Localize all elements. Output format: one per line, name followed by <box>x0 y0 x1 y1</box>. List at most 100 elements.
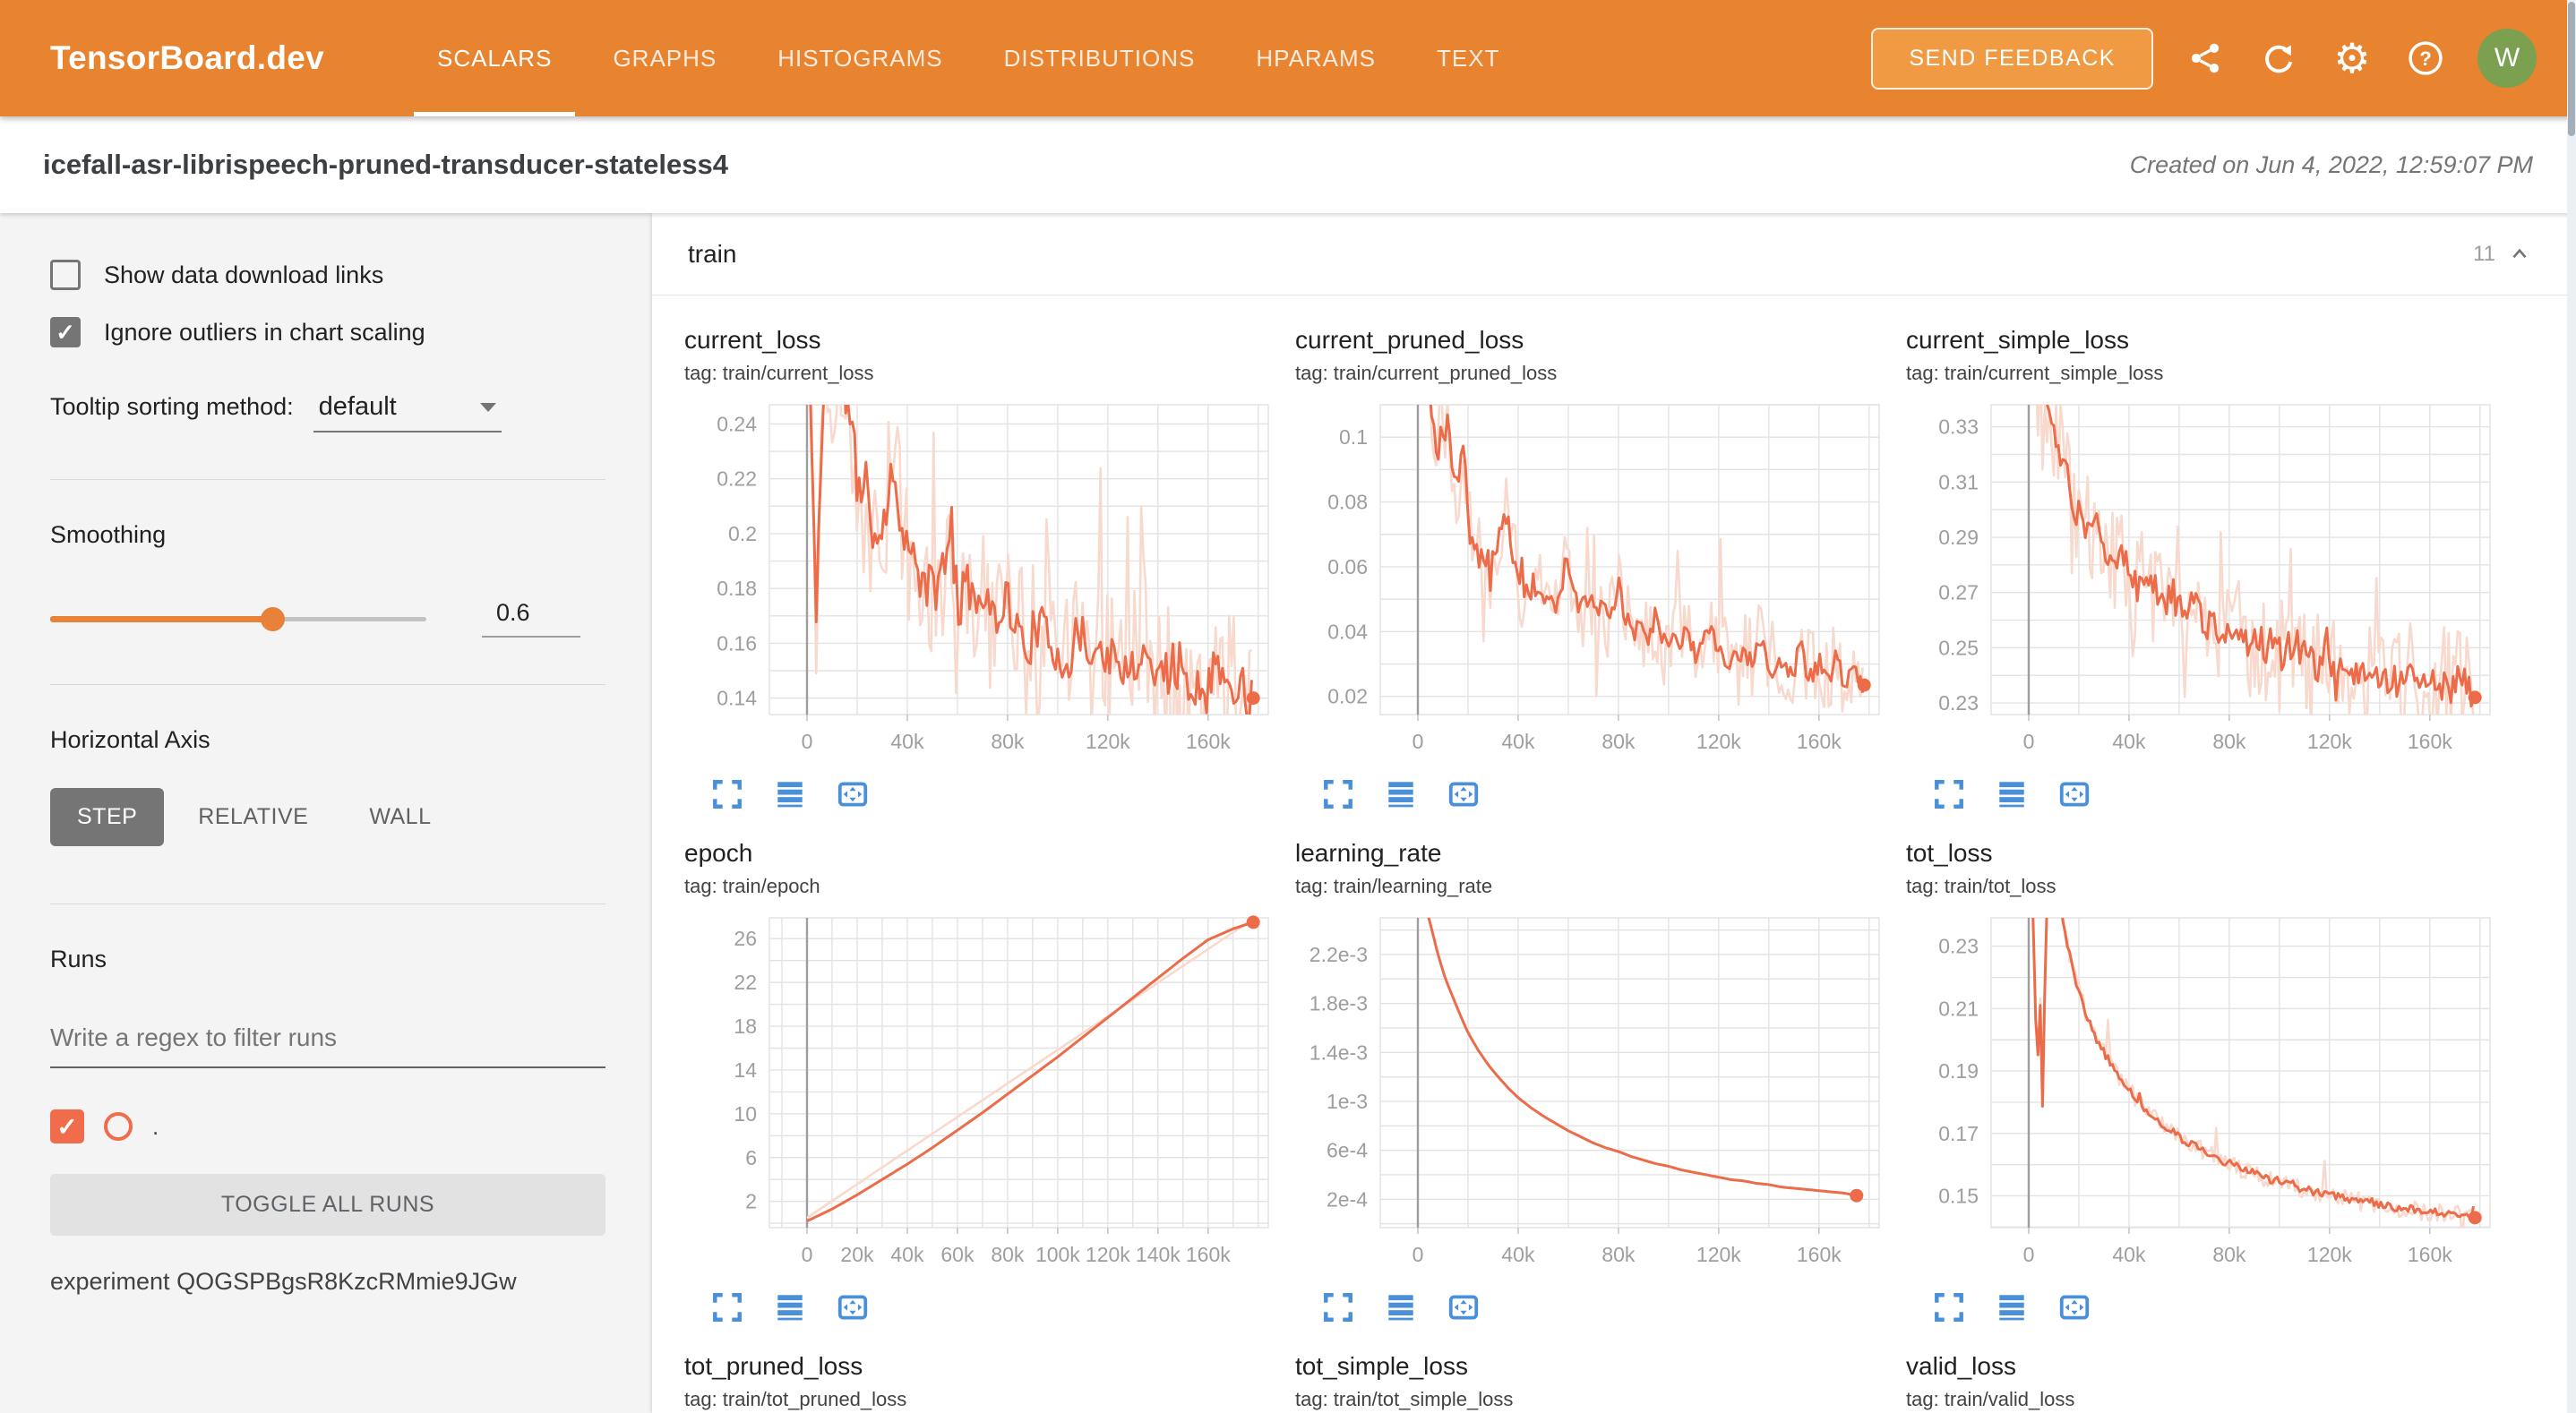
axis-labels: 0 20k 40k 60k 80k 100k 120k 140k 160k 26 22 18 14 10 6… <box>734 927 1231 1266</box>
run-checkbox[interactable]: ✓ <box>50 1109 84 1143</box>
train-section-header[interactable]: train 11 <box>652 213 2567 295</box>
smoothing-slider[interactable] <box>50 606 426 631</box>
svg-text:120k: 120k <box>1696 730 1741 753</box>
tab-distributions[interactable]: DISTRIBUTIONS <box>1003 44 1196 72</box>
svg-text:120k: 120k <box>2307 1243 2352 1266</box>
chart-tag-tot_simple_loss: tag: train/tot_simple_loss <box>1295 1388 1514 1410</box>
page-scrollbar[interactable] <box>2567 0 2576 1413</box>
svg-text:0.06: 0.06 <box>1327 555 1368 578</box>
chart-tag-current_loss: tag: train/current_loss <box>684 362 874 384</box>
chart-tag-tot_loss: tag: train/tot_loss <box>1906 875 2057 897</box>
fit-domain-icon[interactable] <box>2057 776 2092 812</box>
ignore-outliers-checkbox[interactable]: ✓ <box>50 317 81 347</box>
run-color-swatch[interactable] <box>104 1112 133 1141</box>
fit-domain-icon[interactable] <box>1446 1289 1481 1325</box>
svg-text:0.14: 0.14 <box>717 687 757 710</box>
refresh-icon[interactable] <box>2257 37 2300 80</box>
plot-background <box>1379 917 1880 1229</box>
sidebar-divider <box>50 684 605 685</box>
runs-filter-field <box>50 1023 605 1068</box>
fit-domain-icon[interactable] <box>2057 1289 2092 1325</box>
runs-filter-input[interactable] <box>50 1023 605 1052</box>
chart-plot-tot_loss[interactable]: 0 40k 80k 120k 160k 0.23 0.21 0.19 0.17 0.15 <box>1906 912 2497 1284</box>
svg-text:40k: 40k <box>890 730 924 753</box>
send-feedback-button[interactable]: SEND FEEDBACK <box>1871 27 2153 90</box>
svg-text:0: 0 <box>2023 730 2035 753</box>
settings-sidebar: Show data download links ✓ Ignore outlie… <box>0 213 652 1413</box>
tab-scalars[interactable]: SCALARS <box>407 0 582 116</box>
axis-labels: 0 40k 80k 120k 160k 0.24 0.22 0.2 0.18 0.16 0.14 <box>717 412 1231 753</box>
fullscreen-icon[interactable] <box>709 1289 745 1325</box>
slider-thumb[interactable] <box>260 606 285 631</box>
fullscreen-icon[interactable] <box>1320 776 1356 812</box>
tab-histograms[interactable]: HISTOGRAMS <box>777 44 943 72</box>
scalars-card: train 11 current_loss tag: train/current_… <box>652 213 2567 1413</box>
tab-text[interactable]: TEXT <box>1437 44 1500 72</box>
fullscreen-icon[interactable] <box>709 776 745 812</box>
scrollbar-thumb[interactable] <box>2568 2 2575 136</box>
chart-plot-current_loss[interactable]: 0 40k 80k 120k 160k 0.24 0.22 0.2 0.18 0.16 0.14 <box>684 399 1275 771</box>
series-raw <box>1429 405 1864 713</box>
series-smoothed <box>806 921 1254 1223</box>
fit-domain-icon[interactable] <box>835 1289 871 1325</box>
chart-card-current_pruned_loss: current_pruned_loss tag: train/current_pr… <box>1295 326 1886 812</box>
fit-domain-icon[interactable] <box>1446 776 1481 812</box>
tab-hparams[interactable]: HPARAMS <box>1256 44 1377 72</box>
chart-plot-epoch[interactable]: 0 20k 40k 60k 80k 100k 120k 140k 160k 26 22 18 14 10 6… <box>684 912 1275 1284</box>
axis-option-wall[interactable]: WALL <box>369 804 432 829</box>
chart-card-tot_loss: tot_loss tag: train/tot_loss 0 40k 80k 120k 16… <box>1906 839 2497 1325</box>
chart-title-tot_loss: tot_loss <box>1906 839 1993 867</box>
fullscreen-icon[interactable] <box>1931 1289 1967 1325</box>
tab-graphs[interactable]: GRAPHS <box>613 44 717 72</box>
chart-tag-tot_pruned_loss: tag: train/tot_pruned_loss <box>684 1388 907 1410</box>
svg-text:0.18: 0.18 <box>717 577 757 600</box>
chart-title-current_loss: current_loss <box>684 326 821 354</box>
axis-option-step[interactable]: STEP <box>50 788 165 846</box>
charts-grid: current_loss tag: train/current_loss 0 40k 8… <box>652 295 2567 1413</box>
chart-tag-current_simple_loss: tag: train/current_simple_loss <box>1906 362 2164 384</box>
app-logo: TensorBoard.dev <box>50 39 325 76</box>
axis-labels: 0 40k 80k 120k 160k 2.2e-3 1.8e-3 1.4e-3 1e-3 6e-… <box>1309 943 1842 1266</box>
fit-domain-icon[interactable] <box>835 776 871 812</box>
show-download-links-checkbox[interactable] <box>50 260 81 290</box>
show-download-links-row: Show data download links <box>50 260 605 290</box>
data-table-icon[interactable] <box>772 1289 808 1325</box>
toggle-all-runs-button[interactable]: TOGGLE ALL RUNS <box>50 1174 605 1236</box>
runs-label: Runs <box>50 946 107 972</box>
data-table-icon[interactable] <box>1383 1289 1419 1325</box>
chart-card-learning_rate: learning_rate tag: train/learning_rate 0 40… <box>1295 839 1886 1325</box>
chart-plot-current_simple_loss[interactable]: 0 40k 80k 120k 160k 0.33 0.31 0.29 0.27 0.25 0.23 <box>1906 399 2497 771</box>
chevron-down-icon <box>479 402 496 412</box>
data-table-icon[interactable] <box>772 776 808 812</box>
data-table-icon[interactable] <box>1994 1289 2030 1325</box>
avatar[interactable]: W <box>2477 29 2537 88</box>
svg-text:40k: 40k <box>1501 730 1535 753</box>
data-table-icon[interactable] <box>1994 776 2030 812</box>
grid-layer <box>769 918 1268 1228</box>
chart-plot-learning_rate[interactable]: 0 40k 80k 120k 160k 2.2e-3 1.8e-3 1.4e-3 1e-3 6e-… <box>1295 912 1886 1284</box>
chevron-up-icon[interactable] <box>2508 243 2531 266</box>
chart-card-current_simple_loss: current_simple_loss tag: train/current_si… <box>1906 326 2497 812</box>
settings-icon[interactable]: ⚙ <box>2333 35 2371 81</box>
svg-text:10: 10 <box>734 1102 757 1126</box>
fullscreen-icon[interactable] <box>1931 776 1967 812</box>
chart-plot-current_pruned_loss[interactable]: 0 40k 80k 120k 160k 0.1 0.08 0.06 0.04 0.02 <box>1295 399 1886 771</box>
tooltip-sorting-label: Tooltip sorting method: <box>50 393 294 420</box>
svg-text:6e-4: 6e-4 <box>1327 1139 1368 1162</box>
help-icon[interactable]: ? <box>2404 37 2447 80</box>
grid-layer <box>1380 918 1879 1228</box>
fullscreen-icon[interactable] <box>1320 1289 1356 1325</box>
chart-count-badge: 11 <box>2473 241 2495 266</box>
svg-text:0.1: 0.1 <box>1339 425 1368 449</box>
data-table-icon[interactable] <box>1383 776 1419 812</box>
svg-text:100k: 100k <box>1035 1243 1080 1266</box>
svg-text:80k: 80k <box>2212 730 2246 753</box>
smoothing-value[interactable]: 0.6 <box>482 599 580 638</box>
navbar-actions: SEND FEEDBACK ⚙ ? W <box>1871 27 2537 90</box>
share-icon[interactable] <box>2184 37 2227 80</box>
svg-text:160k: 160k <box>1797 1243 1842 1266</box>
chart-toolbar-epoch <box>684 1289 1275 1325</box>
tooltip-sorting-select[interactable]: default <box>313 390 502 432</box>
run-row: ✓ . <box>50 1109 605 1143</box>
axis-option-relative[interactable]: RELATIVE <box>198 804 309 829</box>
